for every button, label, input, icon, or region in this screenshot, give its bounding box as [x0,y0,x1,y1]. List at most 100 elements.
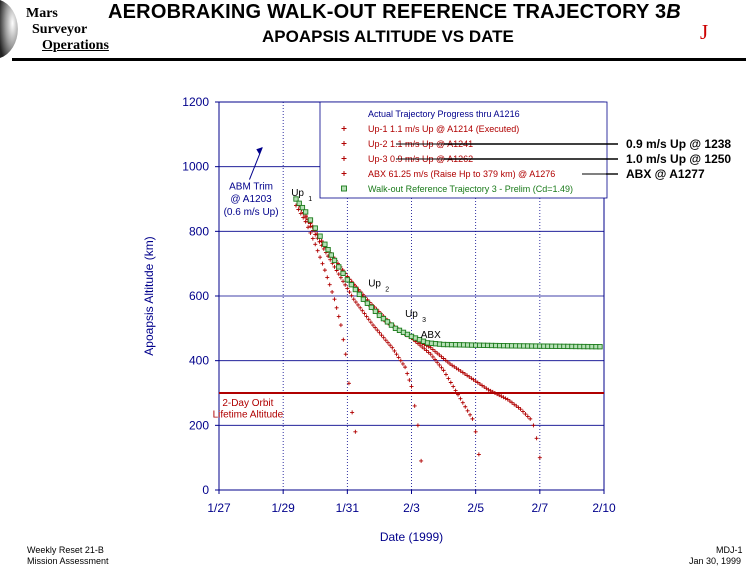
page-subtitle: APOAPSIS ALTITUDE VS DATE [262,27,514,46]
x-tick-label: 2/10 [592,501,616,515]
walkout-marker [325,247,331,253]
actual-marker [497,393,502,398]
chart-annotation: @ A1203 [230,194,272,205]
actual-marker [420,345,425,350]
x-tick-label: 2/5 [467,501,484,515]
y-tick-label: 0 [202,483,209,497]
actual-marker [507,399,512,404]
actual-marker [488,388,493,393]
walkout-marker [344,277,350,283]
walkout-marker [331,257,338,264]
walkout-marker [293,196,299,202]
actual-marker [437,352,442,357]
walkout-marker [307,217,314,223]
x-tick-label: 1/27 [207,501,231,515]
mars-surveyor-logo: Mars Surveyor Operations [0,0,120,60]
actual-marker [332,297,337,302]
legend-entry: Up-1 1.1 m/s Up @ A1214 (Executed) [368,124,519,134]
title-main: AEROBRAKING WALK-OUT REFERENCE TRAJECTOR… [108,1,667,23]
actual-marker [469,376,474,381]
walkout-marker [368,304,375,310]
walkout-marker [317,233,323,239]
actual-marker [341,337,346,342]
actual-marker [443,372,448,377]
actual-marker [525,414,530,419]
actual-marker [528,416,533,421]
actual-marker [534,436,539,441]
actual-marker [377,330,382,335]
actual-marker [448,380,453,385]
footer-left-line2: Mission Assessment [27,556,109,566]
actual-marker [448,361,452,366]
actual-marker [313,242,318,247]
footer-right-line1: MDJ-1 [716,545,743,555]
actual-marker [353,300,358,305]
x-tick-label: 1/31 [336,501,360,515]
actual-marker [390,345,395,350]
actual-marker [486,387,491,392]
actual-marker [437,362,442,367]
legend-marker-actual [341,141,347,146]
actual-marker [320,261,325,266]
actual-marker [492,391,497,395]
actual-marker [319,239,324,244]
actual-marker [435,360,440,365]
up-label-subscript: 1 [308,196,312,203]
actual-marker [446,376,451,381]
actual-marker [392,348,397,353]
actual-marker [510,400,515,405]
walkout-marker [322,241,328,247]
actual-marker [468,412,473,417]
legend-marker-actual [341,156,347,161]
actual-marker [484,386,489,391]
walkout-marker [388,322,395,328]
actual-marker [398,358,403,363]
walkout-marker [296,200,302,206]
legend-title: Actual Trajectory Progress thru A1216 [368,109,520,119]
walkout-marker [328,252,334,258]
actual-marker [463,404,468,409]
y-tick-label: 1200 [182,95,209,109]
actual-marker [435,351,440,356]
actual-marker [381,335,386,340]
actual-marker [471,377,476,382]
walkout-marker [299,204,306,211]
actual-marker [315,248,320,253]
actual-marker [514,403,519,408]
actual-marker [456,392,461,397]
y-tick-label: 800 [189,224,209,238]
actual-marker [465,408,470,413]
actual-marker [454,366,459,371]
callout-label: 1.0 m/s Up @ 1250 [626,152,731,166]
actual-marker [503,396,508,401]
actual-marker [501,395,506,400]
actual-marker [400,361,405,366]
up-label: Up [405,309,418,320]
x-tick-label: 2/3 [403,501,420,515]
abm-arrow-shaft [249,147,263,180]
actual-marker [366,317,371,322]
actual-marker [405,371,410,376]
chart-annotation: Lifetime Altitude [213,409,284,420]
actual-marker [310,236,315,241]
actual-marker [433,349,438,354]
actual-marker [308,230,313,235]
actual-marker [451,384,456,389]
actual-marker [476,452,481,457]
actual-marker [475,380,480,385]
legend-marker-walkout [341,185,347,192]
chart-annotation: 2-Day Orbit [222,398,273,409]
callout-label: 0.9 m/s Up @ 1238 [626,137,731,151]
actual-marker [313,232,318,237]
walkout-marker [597,344,603,350]
actual-marker [330,289,335,294]
actual-marker [343,352,348,357]
walkout-marker [348,282,354,288]
actual-marker [490,389,495,394]
actual-marker [364,314,369,319]
x-tick-label: 2/7 [531,501,548,515]
up-label-subscript: 2 [385,286,389,293]
footer-left-line1: Weekly Reset 21-B [27,545,104,555]
actual-marker [415,423,420,428]
header-divider [12,58,746,61]
